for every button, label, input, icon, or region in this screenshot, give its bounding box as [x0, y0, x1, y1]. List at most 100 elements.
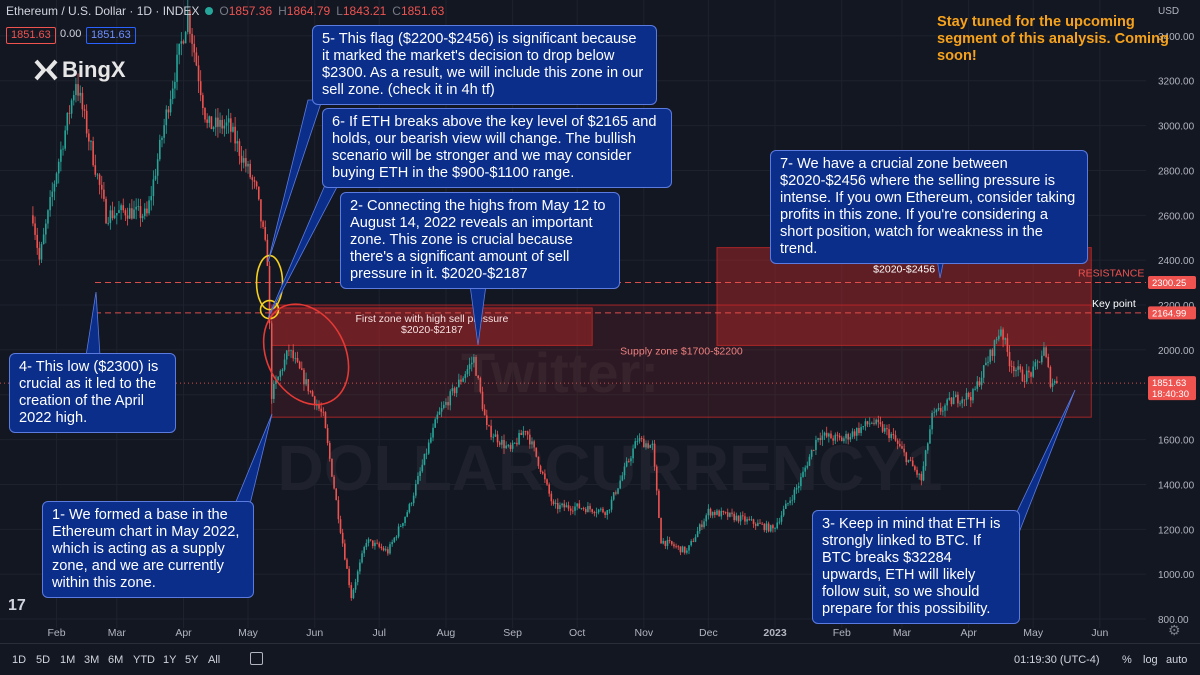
candle-body [290, 350, 292, 352]
auto-toggle[interactable]: auto [1166, 654, 1188, 666]
candle-body [785, 503, 787, 509]
candle-body [623, 466, 626, 476]
candle-body [808, 456, 811, 466]
candle-body [963, 399, 966, 401]
symbol-header: Ethereum / U.S. Dollar · 1D · INDEX O185… [6, 4, 444, 18]
candle-body [608, 509, 611, 511]
candle-body [406, 512, 409, 517]
symbol-title[interactable]: Ethereum / U.S. Dollar · 1D · INDEX [6, 4, 200, 18]
candle-body [79, 92, 82, 96]
candle-body [1034, 362, 1037, 367]
candle-body [544, 473, 546, 480]
candle-body [98, 174, 101, 185]
candle-body [141, 216, 144, 219]
candle-body [470, 362, 473, 365]
candle-body [825, 432, 828, 437]
candle-body [578, 503, 581, 509]
candle-body [479, 378, 482, 392]
candle-body [483, 409, 486, 416]
candle-body [647, 443, 649, 448]
candle-body [249, 163, 251, 178]
candle-body [997, 335, 1000, 340]
log-toggle[interactable]: log [1143, 654, 1158, 666]
candle-body [380, 546, 383, 549]
candle-body [782, 508, 785, 516]
candle-body [275, 380, 277, 384]
price-tick-1600: 1600.00 [1158, 436, 1195, 447]
timeframe-1y[interactable]: 1Y [163, 654, 177, 666]
candle-body [761, 523, 763, 525]
candle-body [367, 539, 370, 543]
price-tick-800: 800.00 [1158, 615, 1189, 626]
clock-time[interactable]: 01:19:30 (UTC-4) [1014, 654, 1100, 666]
candle-body [546, 479, 548, 485]
candle-body [978, 381, 981, 386]
candle-body [787, 502, 789, 504]
zone-label-1-0: First zone with high sell pressure [355, 313, 508, 325]
candle-body [159, 139, 161, 160]
candle-body [677, 546, 680, 548]
ohlc-close-value: 1851.63 [400, 4, 445, 18]
candle-body [774, 528, 776, 529]
settings-gear-icon[interactable]: ⚙ [1168, 622, 1181, 638]
candle-body [301, 368, 303, 370]
candle-body [552, 501, 555, 505]
candle-body [255, 181, 258, 187]
candle-body [722, 510, 725, 513]
candle-body [128, 208, 131, 219]
candle-body [219, 119, 221, 127]
candle-body [520, 432, 523, 436]
candle-body [572, 510, 574, 512]
candle-body [281, 369, 284, 371]
time-tick-14: Apr [960, 627, 977, 639]
timeframe-all[interactable]: All [208, 654, 221, 666]
candle-body [189, 11, 191, 34]
candle-body [333, 476, 335, 489]
candle-body [838, 435, 841, 438]
candle-body [77, 84, 79, 96]
candle-body [186, 11, 189, 32]
time-axis[interactable]: Feb Mar Apr May Jun Jul Aug Sep Oct Nov Dec 2023 Feb… [48, 627, 1109, 639]
candle-body [1053, 381, 1056, 384]
buy-price-button[interactable]: 1851.63 [86, 27, 136, 44]
candle-body [776, 522, 779, 529]
candle-body [718, 510, 720, 517]
candle-body [778, 521, 781, 523]
level-label-1: Key point [1092, 298, 1136, 310]
candle-body [987, 361, 989, 363]
candle-body [1025, 370, 1028, 382]
candle-body [954, 394, 957, 398]
timeframe-ytd[interactable]: YTD [133, 654, 155, 666]
timeframe-5d[interactable]: 5D [36, 654, 51, 666]
candle-body [600, 508, 602, 510]
timeframe-1m[interactable]: 1M [60, 654, 76, 666]
candle-body [860, 427, 862, 434]
time-tick-12: Feb [833, 627, 851, 639]
candle-body [561, 503, 563, 506]
candle-body [1038, 361, 1041, 363]
timeframe-6m[interactable]: 6M [108, 654, 124, 666]
candle-body [126, 215, 129, 219]
price-tick-2400: 2400.00 [1158, 256, 1195, 267]
candle-body [120, 205, 122, 211]
zone-rect-1 [271, 307, 593, 346]
candle-body [757, 522, 759, 526]
candle-body [296, 358, 299, 362]
candle-body [90, 141, 92, 142]
timeframe-5y[interactable]: 5Y [185, 654, 199, 666]
candle-body [873, 422, 875, 424]
candle-body [974, 388, 976, 390]
candle-body [627, 461, 630, 462]
timeframe-3m[interactable]: 3M [84, 654, 100, 666]
percent-toggle[interactable]: % [1122, 654, 1132, 666]
timeframe-1d[interactable]: 1D [12, 654, 27, 666]
date-range-icon[interactable] [250, 652, 263, 665]
candle-body [324, 412, 327, 429]
sell-price-button[interactable]: 1851.63 [6, 27, 56, 44]
candle-body [266, 239, 269, 266]
candle-body [711, 512, 714, 516]
candle-body [1015, 369, 1017, 372]
candle-body [832, 438, 834, 441]
ohlc-low-key: L [336, 4, 343, 18]
bingx-logo: BingX [34, 57, 126, 83]
